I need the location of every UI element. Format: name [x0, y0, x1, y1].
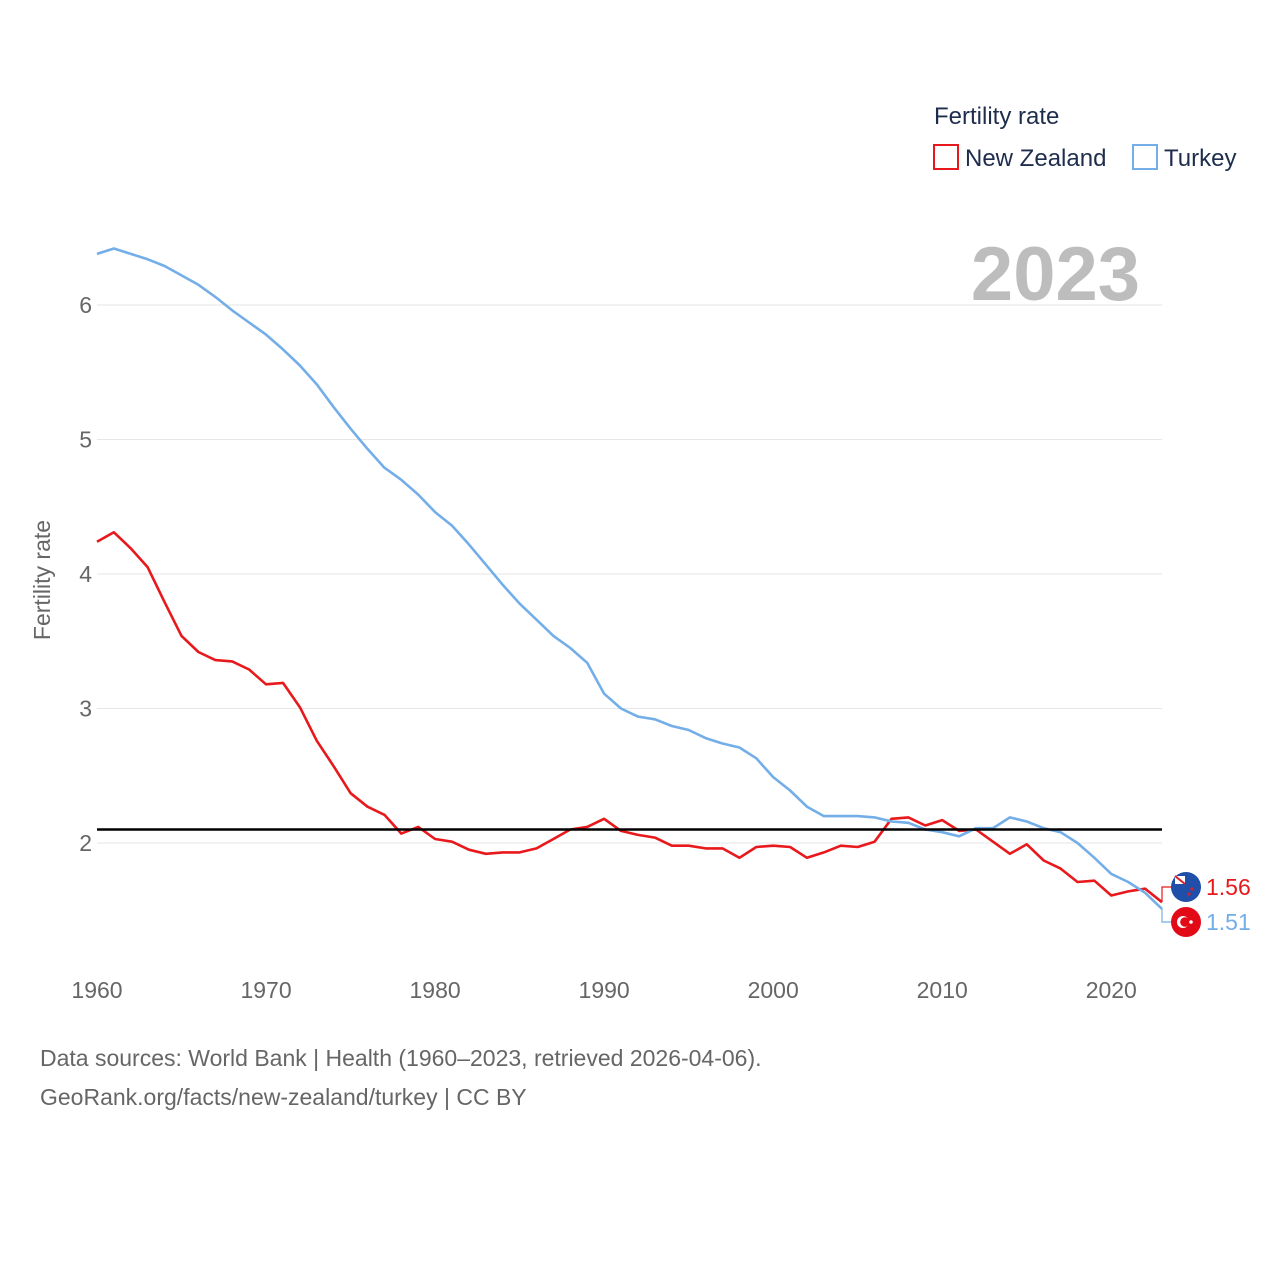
y-tick-3: 3 — [79, 696, 92, 722]
x-tick-1980: 1980 — [410, 977, 461, 1003]
end-connector-new-zealand — [1161, 886, 1172, 903]
x-axis-ticks: 1960 1970 1980 1990 2000 2010 2020 — [71, 977, 1136, 1003]
footer-attribution: GeoRank.org/facts/new-zealand/turkey | C… — [40, 1084, 527, 1110]
x-tick-1960: 1960 — [71, 977, 122, 1003]
flag-turkey-icon — [1171, 907, 1201, 937]
end-connector-turkey — [1161, 908, 1172, 923]
legend: Fertility rate New Zealand Turkey — [933, 103, 1236, 172]
x-tick-2000: 2000 — [748, 977, 799, 1003]
end-value-label-new-zealand: 1.56 — [1206, 874, 1251, 900]
legend-label-new-zealand: New Zealand — [965, 145, 1106, 172]
legend-swatch-turkey — [1132, 144, 1158, 170]
y-tick-6: 6 — [79, 292, 92, 318]
series-line-turkey — [96, 247, 1163, 910]
x-tick-2010: 2010 — [917, 977, 968, 1003]
y-axis-label: Fertility rate — [29, 520, 55, 640]
series-lines — [96, 247, 1163, 910]
legend-swatch-new-zealand — [933, 144, 959, 170]
flag-new-zealand-icon — [1171, 872, 1201, 902]
gridlines — [97, 304, 1162, 844]
y-tick-5: 5 — [79, 427, 92, 453]
x-tick-1990: 1990 — [579, 977, 630, 1003]
legend-label-turkey: Turkey — [1164, 145, 1236, 172]
x-tick-2020: 2020 — [1086, 977, 1137, 1003]
x-tick-1970: 1970 — [240, 977, 291, 1003]
end-markers: 1.56 1.51 — [1161, 872, 1251, 937]
y-axis-ticks: 2 3 4 5 6 — [79, 292, 92, 856]
y-tick-4: 4 — [79, 561, 92, 587]
end-value-label-turkey: 1.51 — [1206, 909, 1251, 935]
y-tick-2: 2 — [79, 830, 92, 856]
year-label: 2023 — [971, 232, 1140, 317]
legend-title: Fertility rate — [934, 103, 1059, 130]
series-line-new-zealand — [96, 530, 1163, 904]
footer-sources: Data sources: World Bank | Health (1960–… — [40, 1045, 762, 1071]
